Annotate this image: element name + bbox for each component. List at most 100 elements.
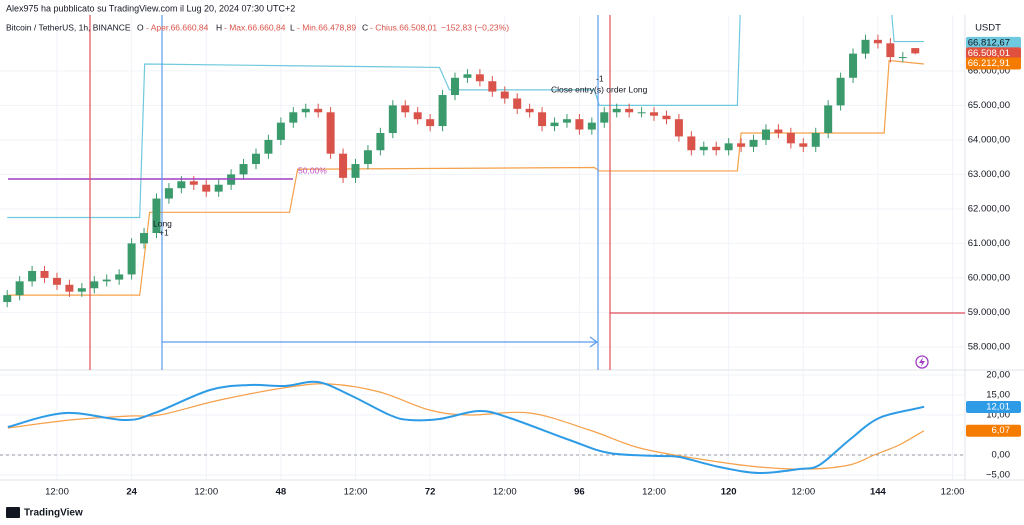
ohlc-value: - Aper.66.660,84	[146, 22, 209, 32]
y-tick-label: 65.000,00	[968, 100, 1010, 111]
y-tick-label: 59.000,00	[968, 307, 1010, 318]
candle-body	[836, 77, 845, 106]
y-tick-label: 58.000,00	[968, 341, 1010, 352]
price-tag-label: 6,07	[992, 425, 1011, 436]
candle-body	[202, 184, 211, 192]
candle-body	[650, 112, 659, 116]
price-tag	[966, 47, 1021, 60]
price-tag-label: 66.212,91	[968, 58, 1010, 69]
candle-body	[674, 119, 683, 137]
candle-body	[538, 112, 547, 127]
candle-body	[102, 279, 111, 282]
candle-body	[600, 112, 609, 123]
candle-body	[761, 129, 770, 140]
candle-body	[562, 119, 571, 123]
annotation: Close entry(s) order Long	[551, 84, 648, 94]
candle-body	[289, 112, 298, 123]
y-tick-label: 66.000,00	[968, 65, 1010, 76]
x-tick-label: 12:00	[493, 487, 517, 498]
y-tick-label: 15,00	[986, 390, 1010, 401]
price-tag	[966, 400, 1021, 413]
x-tick-label: 48	[276, 487, 287, 498]
price-tag	[966, 57, 1021, 70]
ohlc-value: - Chius.66.508,01	[370, 22, 437, 32]
candle-body	[749, 139, 758, 147]
y-tick-label: 61.000,00	[968, 238, 1010, 249]
candle-body	[550, 122, 559, 127]
candle-body	[525, 108, 534, 113]
candle-body	[737, 143, 746, 147]
y-tick-label: 60.000,00	[968, 272, 1010, 283]
candle-body	[824, 105, 833, 133]
ohlc-value: - Max.66.660,84	[224, 22, 286, 32]
x-tick-label: 72	[425, 487, 436, 498]
ohlc-key: C	[362, 22, 368, 32]
candle-body	[724, 143, 733, 151]
y-tick-label: 63.000,00	[968, 169, 1010, 180]
candle-body	[140, 233, 149, 244]
x-tick-label: 12:00	[941, 487, 965, 498]
ohlc-value: - Min.66.478,89	[297, 22, 356, 32]
candle-body	[127, 243, 136, 275]
candle-body	[65, 284, 74, 292]
y-tick-label: 10,00	[986, 410, 1010, 421]
y-tick-label: −5,00	[986, 470, 1010, 481]
candle-body	[77, 288, 86, 292]
x-tick-label: 24	[126, 487, 137, 498]
candle-body	[401, 105, 410, 113]
footer-logo: TradingView	[24, 508, 83, 519]
price-tag-label: 12,01	[986, 401, 1010, 412]
candle-body	[177, 181, 186, 189]
candle-body	[413, 112, 422, 120]
candle-body	[40, 270, 49, 278]
price-tag-label: 66.812,67	[968, 37, 1010, 48]
candle-body	[264, 139, 273, 154]
annotation: +1	[159, 227, 169, 237]
y-tick-label: 64.000,00	[968, 134, 1010, 145]
logo-icon	[6, 507, 20, 518]
candle-body	[90, 281, 99, 289]
candle-body	[799, 143, 808, 147]
oscillator-line	[7, 383, 925, 470]
y-tick-label: 20,00	[986, 370, 1010, 381]
x-tick-label: 12:00	[642, 487, 666, 498]
candle-body	[426, 119, 435, 127]
candle-body	[115, 274, 124, 280]
alert-icon[interactable]	[915, 355, 929, 369]
y-tick-label: 62.000,00	[968, 203, 1010, 214]
currency: USDT	[975, 23, 1001, 34]
candle-body	[861, 39, 870, 54]
x-tick-label: 12:00	[194, 487, 218, 498]
candle-body	[276, 122, 285, 140]
annotation: Long	[153, 218, 172, 228]
candle-body	[587, 122, 596, 130]
candle-body	[52, 277, 61, 285]
candle-body	[251, 153, 260, 165]
candle-body	[15, 281, 24, 296]
x-tick-label: 96	[574, 487, 585, 498]
oscillator-line	[7, 380, 925, 475]
ohlc-change: −152,83 (−0,23%)	[441, 22, 509, 32]
price-tag-label: 66.508,01	[968, 48, 1010, 59]
candle-body	[786, 132, 795, 144]
candle-body	[687, 136, 696, 151]
x-tick-label: 120	[721, 487, 737, 498]
candle-body	[189, 181, 198, 185]
arrow-head	[589, 336, 599, 348]
candle-body	[339, 153, 348, 178]
candle-body	[164, 188, 173, 199]
ohlc-key: L	[290, 22, 295, 32]
candle-body	[699, 146, 708, 151]
fib-label: 50,00%	[298, 165, 327, 175]
candle-body	[612, 108, 621, 113]
x-tick-label: 12:00	[791, 487, 815, 498]
candle-body	[463, 74, 472, 78]
candle-body	[488, 81, 497, 92]
candle-body	[363, 150, 372, 165]
channel-line	[7, 59, 925, 296]
y-tick-label: 0,00	[992, 450, 1011, 461]
candle-body	[475, 74, 484, 82]
x-tick-label: 12:00	[45, 487, 69, 498]
x-tick-label: 12:00	[344, 487, 368, 498]
